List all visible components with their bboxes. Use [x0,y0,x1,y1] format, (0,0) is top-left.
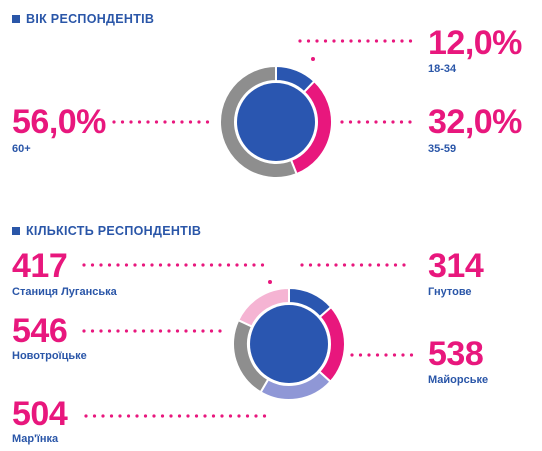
bullet-square-icon [12,15,20,23]
count-value-novotroitske: 546 [12,312,68,350]
count-label-stanytsia: Станиця Луганська [12,286,117,298]
age-label-18-34: 18-34 [428,63,457,75]
count-label-marinka: Мар'їнка [12,433,59,445]
age-value-18-34: 12,0% [428,24,522,62]
count-leader-dot-stanytsia [268,280,272,284]
count-label-maiorske: Майорське [428,374,489,386]
age-section-title-text: ВІК РЕСПОНДЕНТІВ [26,12,155,26]
age-section-title: ВІК РЕСПОНДЕНТІВ [12,12,154,26]
age-label-60plus: 60+ [12,143,31,155]
count-value-hnutove: 314 [428,247,484,285]
count-section-title: КІЛЬКІСТЬ РЕСПОНДЕНТІВ [12,224,201,238]
age-leader-dot-18-34 [311,57,315,61]
count-donut-center-disc [250,305,328,383]
age-donut-center-disc [237,83,315,161]
count-value-stanytsia: 417 [12,247,68,285]
age-value-35-59: 32,0% [428,103,522,141]
count-label-hnutove: Гнутове [428,286,472,298]
count-value-maiorske: 538 [428,335,484,373]
count-section-title-text: КІЛЬКІСТЬ РЕСПОНДЕНТІВ [26,224,202,238]
age-value-60plus: 56,0% [12,103,106,141]
count-value-marinka: 504 [12,395,68,433]
age-donut-slice-2 [219,64,298,179]
age-label-35-59: 35-59 [428,143,457,155]
count-label-novotroitske: Новотроїцьке [12,350,87,362]
count-donut-slice-4 [237,286,290,328]
bullet-square-icon [12,227,20,235]
